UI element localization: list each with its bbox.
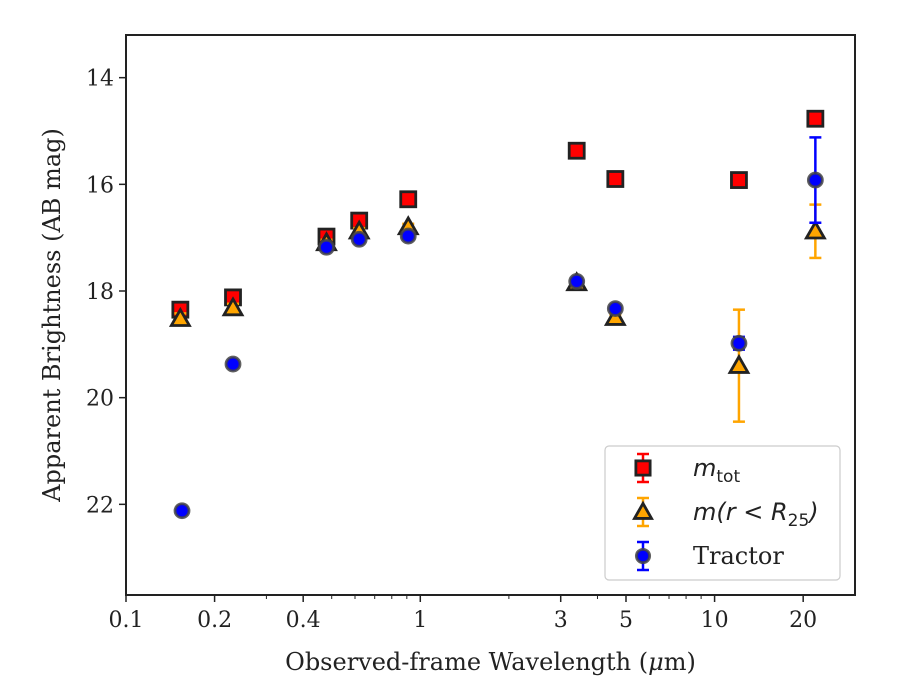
y-axis-ticks: 14 16 18 20 22 xyxy=(86,67,126,518)
legend-label: mtot xyxy=(693,454,740,487)
point-tractor xyxy=(318,238,335,256)
y-tick-label: 20 xyxy=(86,387,114,412)
point-mtot xyxy=(806,109,825,128)
x-tick-label: 0.1 xyxy=(109,608,144,633)
point-mtot xyxy=(730,171,748,189)
y-tick-label: 22 xyxy=(86,493,114,518)
point-tractor xyxy=(224,355,242,373)
point-mr25 xyxy=(168,306,192,327)
legend-item-tractor: Tractor xyxy=(634,540,784,572)
series-tractor xyxy=(173,136,824,520)
legend-label: m(r < R25) xyxy=(693,498,819,531)
legend-item-mtot: mtot xyxy=(634,452,740,487)
y-tick-label: 14 xyxy=(86,67,114,92)
point-mr25 xyxy=(727,353,751,374)
point-tractor xyxy=(806,171,824,189)
x-axis-label-mu: μ xyxy=(648,648,664,676)
plot-frame xyxy=(125,34,856,596)
legend-label: Tractor xyxy=(693,542,784,570)
x-axis-label: Observed-frame Wavelength (μm) xyxy=(285,648,696,676)
x-axis-label-suffix: m) xyxy=(664,648,696,676)
point-tractor xyxy=(730,334,748,352)
x-tick-label: 20 xyxy=(789,608,817,633)
y-axis-label: Apparent Brightness (AB mag) xyxy=(38,128,66,503)
point-tractor xyxy=(350,230,368,248)
point-mtot xyxy=(567,141,586,160)
x-axis-ticks: 0.1 0.2 0.4 1 3 5 10 20 xyxy=(109,595,817,633)
point-tractor xyxy=(399,227,417,245)
point-mr25 xyxy=(221,296,245,317)
legend-marker xyxy=(632,500,654,520)
x-tick-label: 10 xyxy=(701,608,729,633)
point-mr25 xyxy=(803,219,827,240)
point-mtot xyxy=(399,190,418,209)
x-tick-label: 0.2 xyxy=(197,608,232,633)
x-tick-label: 3 xyxy=(554,608,568,633)
legend: mtot m(r < R25) Tractor xyxy=(604,445,841,581)
x-tick-label: 5 xyxy=(619,608,633,633)
legend-marker xyxy=(634,547,652,565)
legend-box xyxy=(604,445,841,581)
legend-marker xyxy=(634,459,652,477)
x-tick-label: 0.4 xyxy=(286,608,321,633)
point-tractor xyxy=(173,502,191,520)
legend-item-mr25: m(r < R25) xyxy=(632,496,819,531)
series-mtot xyxy=(171,109,825,319)
series-mr25 xyxy=(168,203,827,423)
y-tick-label: 18 xyxy=(86,280,114,305)
data-marks xyxy=(168,109,827,520)
x-tick-label: 1 xyxy=(413,608,427,633)
point-tractor xyxy=(606,300,624,318)
y-tick-label: 16 xyxy=(86,173,114,198)
point-mtot xyxy=(606,170,625,188)
x-axis-label-prefix: Observed-frame Wavelength ( xyxy=(285,648,648,676)
point-tractor xyxy=(568,272,586,290)
